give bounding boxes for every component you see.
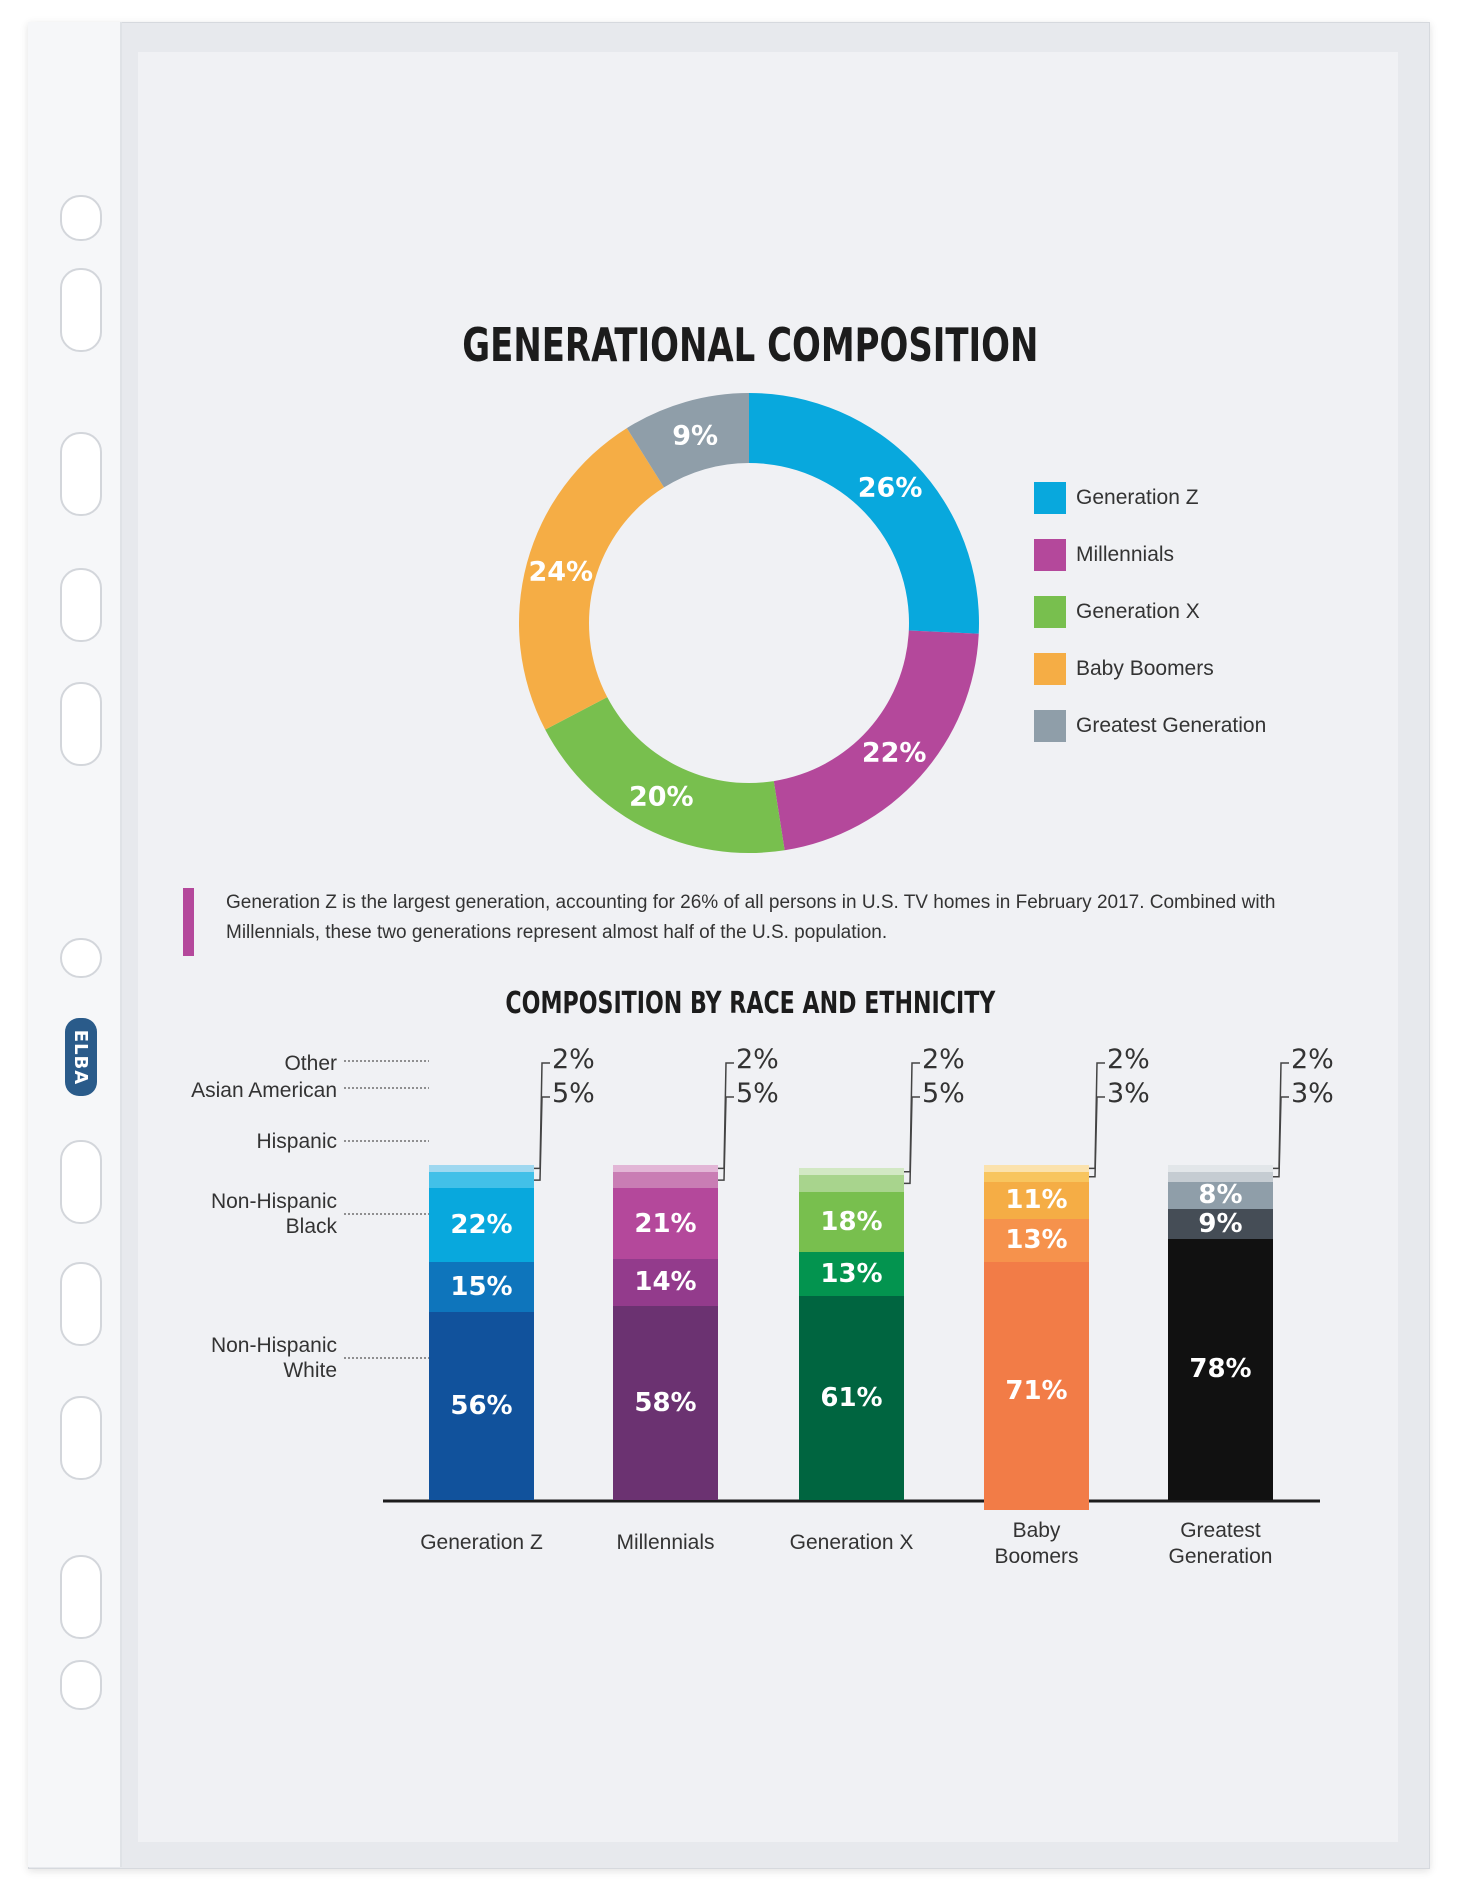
bar-category-label: Generation Z: [387, 1530, 577, 1556]
bar-segment: 15%: [429, 1262, 534, 1313]
side-pct-label: 2%: [736, 1044, 779, 1075]
side-pct-label: 5%: [736, 1078, 779, 1109]
bar-segment: 21%: [613, 1188, 718, 1259]
bar-segment: 22%: [429, 1188, 534, 1263]
note-text: Generation Z is the largest generation, …: [226, 892, 1276, 943]
side-pct-label: 2%: [1107, 1044, 1150, 1075]
bar-segment: 8%: [1168, 1180, 1273, 1210]
bar-segment: 56%: [429, 1312, 534, 1500]
punch-hole: [60, 1262, 102, 1346]
legend-item: Generation X: [1034, 596, 1200, 628]
donut-slice-label: 9%: [672, 420, 719, 452]
side-pct-label: 2%: [1291, 1044, 1334, 1075]
legend-item: Generation Z: [1034, 482, 1199, 514]
bar-category-label: Baby Boomers: [942, 1518, 1132, 1570]
bar-segment: [1168, 1171, 1273, 1182]
bar-segment: 71%: [984, 1262, 1089, 1510]
punch-hole: [60, 432, 102, 516]
legend-swatch: [1034, 539, 1066, 571]
punch-hole: [60, 195, 102, 241]
punch-hole: [60, 568, 102, 642]
race-label: Non-Hispanic White: [211, 1333, 337, 1383]
punch-hole: [60, 1555, 102, 1639]
legend-label: Generation Z: [1076, 486, 1199, 509]
bar-segment: 78%: [1168, 1238, 1273, 1500]
legend-swatch: [1034, 482, 1066, 514]
bar-segment: 61%: [799, 1295, 904, 1500]
legend-item: Greatest Generation: [1034, 710, 1266, 742]
bar-chart-title: COMPOSITION BY RACE AND ETHNICITY: [505, 986, 996, 1021]
side-pct-label: 2%: [552, 1044, 595, 1075]
bar-segment: 11%: [984, 1181, 1089, 1219]
side-pct-label: 3%: [1291, 1078, 1334, 1109]
bar-category-line: Millennials: [616, 1531, 715, 1554]
race-label-line: White: [283, 1359, 337, 1382]
donut-slice-label: 24%: [528, 556, 594, 588]
race-label: Asian American: [191, 1078, 337, 1103]
punch-hole: [60, 938, 102, 978]
race-label: Hispanic: [256, 1129, 337, 1154]
punch-hole: [60, 1396, 102, 1480]
page: [138, 52, 1398, 1842]
bar-category-line: Boomers: [994, 1545, 1079, 1568]
bar-segment: [984, 1171, 1089, 1182]
bar-segment: 14%: [613, 1258, 718, 1306]
bar-category-line: Baby: [1012, 1519, 1061, 1542]
bar-category-line: Generation X: [789, 1531, 914, 1554]
bar-segment: 13%: [984, 1218, 1089, 1263]
note-accent-bar: [183, 888, 194, 956]
race-label-line: Non-Hispanic: [210, 1190, 337, 1213]
bar-category-label: Generation X: [757, 1530, 947, 1556]
donut-slice-label: 20%: [628, 781, 694, 813]
legend-item: Millennials: [1034, 539, 1174, 571]
bar-segment: 13%: [799, 1252, 904, 1296]
donut-slice-label: 22%: [861, 737, 927, 769]
bar-segment: 9%: [1168, 1208, 1273, 1239]
side-pct-label: 5%: [552, 1078, 595, 1109]
bar-category-line: Generation Z: [420, 1531, 543, 1554]
chart-title: GENERATIONAL COMPOSITION: [462, 318, 1039, 372]
side-pct-label: 3%: [1107, 1078, 1150, 1109]
race-label-line: Hispanic: [256, 1129, 337, 1153]
legend-swatch: [1034, 710, 1066, 742]
race-label: Other: [284, 1051, 337, 1076]
punch-hole: [60, 1140, 102, 1224]
bar-segment: [799, 1175, 904, 1192]
bar-segment: [613, 1165, 718, 1172]
legend-label: Greatest Generation: [1076, 714, 1267, 737]
legend-swatch: [1034, 653, 1066, 685]
bar-segment: 58%: [613, 1305, 718, 1500]
bar-category-line: Greatest: [1180, 1519, 1261, 1542]
brand-logo: ELBA: [65, 1018, 97, 1096]
legend-swatch: [1034, 596, 1066, 628]
legend-label: Generation X: [1076, 600, 1200, 623]
race-label-line: Other: [284, 1051, 337, 1075]
bar-segment: [429, 1171, 534, 1189]
bar-segment: [984, 1165, 1089, 1172]
bar-category-line: Generation: [1168, 1545, 1273, 1568]
bar-category-label: Greatest Generation: [1126, 1518, 1316, 1570]
punch-hole: [60, 268, 102, 352]
legend-label: Millennials: [1076, 543, 1175, 566]
bar-segment: [799, 1168, 904, 1176]
race-label-line: Asian American: [191, 1078, 337, 1102]
bar-segment: [613, 1171, 718, 1189]
donut-slice-label: 26%: [857, 472, 923, 504]
bar-segment: [429, 1165, 534, 1172]
legend-item: Baby Boomers: [1034, 653, 1214, 685]
legend-label: Baby Boomers: [1076, 657, 1214, 680]
side-pct-label: 5%: [922, 1078, 965, 1109]
bar-category-label: Millennials: [571, 1530, 761, 1556]
race-label: Non-Hispanic Black: [211, 1189, 337, 1239]
punch-hole: [60, 1660, 102, 1710]
race-label-line: Black: [285, 1215, 337, 1238]
brand-text: ELBA: [70, 1029, 92, 1085]
bar-segment: [1168, 1165, 1273, 1172]
bar-segment: 18%: [799, 1191, 904, 1253]
race-label-line: Non-Hispanic: [210, 1334, 337, 1357]
punch-hole: [60, 682, 102, 766]
side-pct-label: 2%: [922, 1044, 965, 1075]
